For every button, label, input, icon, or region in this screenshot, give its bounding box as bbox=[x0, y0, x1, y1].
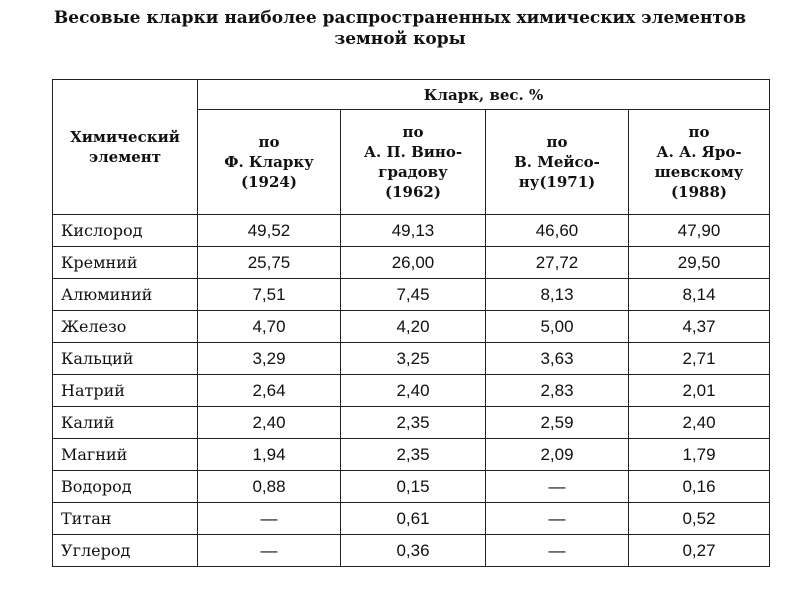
element-name-cell: Натрий bbox=[52, 374, 198, 407]
header-line: (1988) bbox=[671, 183, 727, 201]
table-row: Водород 0,88 0,15—0,16 bbox=[52, 470, 771, 503]
header-line: (1924) bbox=[241, 173, 297, 191]
header-element-line: Химический bbox=[70, 128, 180, 146]
table-body: Кислород 49,52 49,13 46,60 47,90 Кремний 25,75… bbox=[52, 214, 771, 567]
clark-value-cell: 5,00 bbox=[485, 310, 629, 343]
header-line: ну(1971) bbox=[518, 173, 596, 191]
table-row: Калий 2,40 2,35 2,59 2,40 bbox=[52, 406, 771, 439]
clark-value-cell: 2,40 bbox=[197, 406, 341, 439]
header-column-mason: по В. Мейсо- ну(1971) bbox=[485, 109, 629, 215]
header-column-clarke: по Ф. Кларку (1924) bbox=[197, 109, 341, 215]
clark-value-cell: 2,83 bbox=[485, 374, 629, 407]
clark-value-cell: 0,27 bbox=[627, 534, 771, 567]
table-row: Кремний 25,75 26,00 27,72 29,50 bbox=[52, 246, 771, 279]
element-name-cell: Калий bbox=[52, 406, 198, 439]
clark-value-cell: 0,88 bbox=[197, 470, 341, 503]
clark-value-cell: 0,52 bbox=[627, 502, 771, 535]
clark-value-cell: 2,35 bbox=[340, 406, 486, 439]
element-name-cell: Титан bbox=[52, 502, 198, 535]
clark-value-cell: 25,75 bbox=[197, 246, 341, 279]
header-element: Химический элемент bbox=[52, 79, 198, 215]
table-title: Весовые кларки наиболее распространенных… bbox=[0, 8, 800, 50]
clark-value-cell: 3,63 bbox=[485, 342, 629, 375]
header-line: А. П. Вино- bbox=[363, 143, 463, 161]
clark-value-cell: 1,79 bbox=[627, 438, 771, 471]
clark-value-cell: 4,20 bbox=[340, 310, 486, 343]
header-line: по bbox=[688, 123, 710, 141]
header-column-vinogradov: по А. П. Вино- градову (1962) bbox=[340, 109, 486, 215]
clark-value-cell: — bbox=[485, 534, 629, 567]
clark-value-cell: 2,01 bbox=[627, 374, 771, 407]
clark-value-cell: 46,60 bbox=[485, 214, 629, 247]
table-row: Углерод —0,36—0,27 bbox=[52, 534, 771, 567]
table-row: Магний 1,94 2,35 2,09 1,79 bbox=[52, 438, 771, 471]
clark-value-cell: 2,59 bbox=[485, 406, 629, 439]
clark-value-cell: 7,51 bbox=[197, 278, 341, 311]
clark-value-cell: 7,45 bbox=[340, 278, 486, 311]
header-line: градову bbox=[378, 163, 448, 181]
table-row: Натрий 2,64 2,40 2,83 2,01 bbox=[52, 374, 771, 407]
clark-value-cell: 2,71 bbox=[627, 342, 771, 375]
clark-value-cell: 4,37 bbox=[627, 310, 771, 343]
element-name-cell: Магний bbox=[52, 438, 198, 471]
header-line: по bbox=[258, 133, 280, 151]
clark-value-cell: — bbox=[485, 470, 629, 503]
clark-value-cell: — bbox=[485, 502, 629, 535]
table-row: Титан —0,61—0,52 bbox=[52, 502, 771, 535]
clark-value-cell: 29,50 bbox=[627, 246, 771, 279]
clark-value-cell: 2,64 bbox=[197, 374, 341, 407]
clark-value-cell: 3,25 bbox=[340, 342, 486, 375]
clark-value-cell: 0,36 bbox=[340, 534, 486, 567]
element-name-cell: Кремний bbox=[52, 246, 198, 279]
header-line: Ф. Кларку bbox=[224, 153, 314, 171]
clark-value-cell: 1,94 bbox=[197, 438, 341, 471]
clark-value-cell: 0,16 bbox=[627, 470, 771, 503]
element-name-cell: Алюминий bbox=[52, 278, 198, 311]
header-clark-group: Кларк, вес. % bbox=[196, 79, 771, 110]
clark-value-cell: 49,13 bbox=[340, 214, 486, 247]
header-column-yaroshevsky: по А. А. Яро- шевскому (1988) bbox=[627, 109, 771, 215]
clark-value-cell: 0,15 bbox=[340, 470, 486, 503]
table-row: Кальций 3,29 3,25 3,63 2,71 bbox=[52, 342, 771, 375]
clark-value-cell: 8,13 bbox=[485, 278, 629, 311]
header-line: (1962) bbox=[385, 183, 441, 201]
clark-value-cell: 0,61 bbox=[340, 502, 486, 535]
table-title-line-1: Весовые кларки наиболее распространенных… bbox=[53, 8, 747, 28]
header-element-line: элемент bbox=[88, 148, 162, 166]
header-line: А. А. Яро- bbox=[656, 143, 742, 161]
header-line: шевскому bbox=[654, 163, 744, 181]
element-name-cell: Углерод bbox=[52, 534, 198, 567]
table-row: Железо 4,70 4,20 5,00 4,37 bbox=[52, 310, 771, 343]
clark-value-cell: 49,52 bbox=[197, 214, 341, 247]
clark-value-cell: 26,00 bbox=[340, 246, 486, 279]
clark-value-cell: 8,14 bbox=[627, 278, 771, 311]
clark-value-cell: 2,40 bbox=[340, 374, 486, 407]
clark-value-cell: 47,90 bbox=[627, 214, 771, 247]
header-line: по bbox=[402, 123, 424, 141]
element-name-cell: Железо bbox=[52, 310, 198, 343]
table-row: Кислород 49,52 49,13 46,60 47,90 bbox=[52, 214, 771, 247]
clark-table: Химический элемент Кларк, вес. % по Ф. К… bbox=[52, 79, 771, 567]
clark-value-cell: — bbox=[197, 534, 341, 567]
clark-value-cell: 27,72 bbox=[485, 246, 629, 279]
table-title-line-2: земной коры bbox=[334, 29, 466, 49]
element-name-cell: Кислород bbox=[52, 214, 198, 247]
header-line: В. Мейсо- bbox=[514, 153, 600, 171]
header-line: по bbox=[546, 133, 568, 151]
table-header: Химический элемент Кларк, вес. % по Ф. К… bbox=[52, 79, 771, 215]
clark-value-cell: 3,29 bbox=[197, 342, 341, 375]
clark-value-cell: 4,70 bbox=[197, 310, 341, 343]
element-name-cell: Водород bbox=[52, 470, 198, 503]
clark-value-cell: 2,40 bbox=[627, 406, 771, 439]
clark-value-cell: 2,09 bbox=[485, 438, 629, 471]
element-name-cell: Кальций bbox=[52, 342, 198, 375]
clark-value-cell: 2,35 bbox=[340, 438, 486, 471]
clark-value-cell: — bbox=[197, 502, 341, 535]
table-row: Алюминий 7,51 7,45 8,13 8,14 bbox=[52, 278, 771, 311]
